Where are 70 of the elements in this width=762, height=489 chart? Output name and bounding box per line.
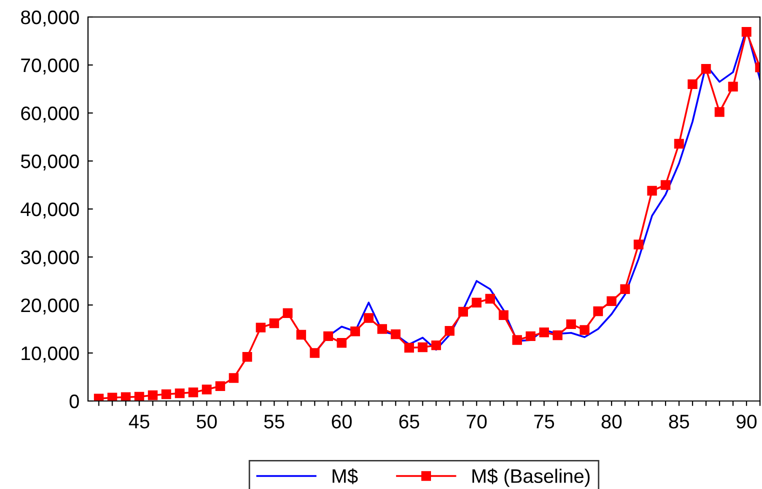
point	[593, 306, 603, 316]
point	[606, 296, 616, 306]
point	[728, 82, 738, 92]
y-tick-label: 20,000	[21, 298, 79, 315]
point	[107, 392, 118, 401]
legend-label: M$ (Baseline)	[472, 468, 590, 487]
point	[498, 310, 508, 320]
x-tick-label: 65	[399, 414, 420, 428]
x-tick-label: 70	[466, 414, 487, 428]
point	[580, 325, 590, 335]
point	[364, 313, 374, 323]
point	[269, 318, 280, 328]
point	[161, 389, 172, 400]
point	[620, 284, 630, 294]
point	[215, 381, 226, 391]
point	[282, 308, 293, 318]
point	[458, 306, 468, 317]
y-tick-label: 60,000	[21, 106, 79, 123]
x-tick-label: 55	[264, 414, 284, 428]
point	[714, 107, 724, 117]
point	[634, 240, 644, 250]
point	[296, 330, 306, 340]
point	[674, 138, 684, 149]
point	[336, 338, 347, 348]
point	[647, 186, 657, 196]
legend-label: M$	[332, 468, 358, 484]
x-tick-label: 85	[669, 414, 690, 428]
x-tick-label: 75	[534, 414, 554, 428]
point	[526, 331, 536, 342]
point	[94, 394, 104, 401]
point	[148, 390, 158, 400]
point	[350, 326, 360, 336]
x-tick-label: 45	[128, 414, 150, 428]
point	[377, 324, 388, 334]
point	[418, 342, 428, 352]
y-tick-label: 10,000	[22, 346, 79, 363]
y-tick-label: 50,000	[20, 154, 79, 171]
x-tick-label: 80	[602, 414, 622, 428]
y-tick-label: 80,000	[21, 10, 79, 27]
point	[472, 298, 482, 308]
point	[485, 294, 495, 304]
point	[242, 352, 252, 362]
y-tick-label: 70,000	[21, 58, 79, 75]
point	[512, 335, 522, 345]
x-tick-label: 50	[196, 414, 217, 428]
point	[310, 348, 320, 358]
y-tick-label: 30,000	[20, 250, 79, 267]
point	[701, 64, 711, 74]
point	[404, 342, 414, 353]
point	[120, 392, 131, 401]
x-tick-label: 60	[332, 414, 352, 428]
point	[202, 384, 212, 394]
point	[174, 388, 185, 398]
point	[431, 340, 442, 350]
point	[256, 322, 266, 332]
point	[539, 328, 549, 338]
point	[188, 388, 198, 398]
point	[444, 326, 454, 336]
x-tick-label: 90	[736, 414, 757, 428]
point	[660, 180, 670, 190]
point	[742, 27, 752, 37]
point	[228, 373, 239, 383]
point	[323, 331, 334, 342]
y-tick-label: 0	[70, 394, 79, 408]
point	[688, 79, 698, 90]
point	[134, 392, 144, 401]
point	[390, 329, 401, 340]
point	[552, 330, 562, 340]
y-tick-label: 40,000	[20, 202, 79, 219]
point	[566, 319, 576, 330]
